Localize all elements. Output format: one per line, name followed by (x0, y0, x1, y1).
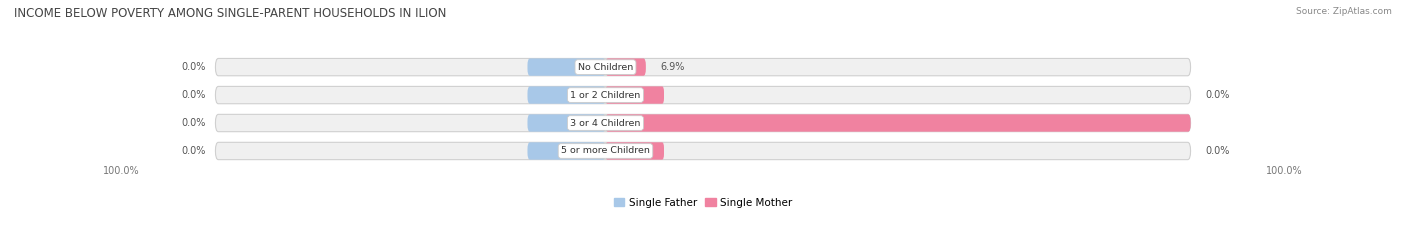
Text: INCOME BELOW POVERTY AMONG SINGLE-PARENT HOUSEHOLDS IN ILION: INCOME BELOW POVERTY AMONG SINGLE-PARENT… (14, 7, 447, 20)
FancyBboxPatch shape (215, 142, 1191, 160)
FancyBboxPatch shape (527, 142, 606, 160)
Text: 0.0%: 0.0% (181, 62, 205, 72)
Text: 0.0%: 0.0% (181, 90, 205, 100)
Text: 1 or 2 Children: 1 or 2 Children (571, 91, 641, 99)
Text: No Children: No Children (578, 63, 633, 72)
Text: 0.0%: 0.0% (1205, 146, 1230, 156)
Text: 100.0%: 100.0% (1205, 118, 1241, 128)
Text: 3 or 4 Children: 3 or 4 Children (571, 119, 641, 127)
FancyBboxPatch shape (606, 114, 1191, 132)
Text: 5 or more Children: 5 or more Children (561, 147, 650, 155)
Legend: Single Father, Single Mother: Single Father, Single Mother (610, 194, 796, 212)
Text: Source: ZipAtlas.com: Source: ZipAtlas.com (1296, 7, 1392, 16)
FancyBboxPatch shape (215, 114, 1191, 132)
FancyBboxPatch shape (527, 114, 606, 132)
Text: 6.9%: 6.9% (661, 62, 685, 72)
FancyBboxPatch shape (215, 58, 1191, 76)
Text: 0.0%: 0.0% (1205, 90, 1230, 100)
FancyBboxPatch shape (527, 58, 606, 76)
Text: 100.0%: 100.0% (1265, 166, 1303, 176)
Text: 0.0%: 0.0% (181, 118, 205, 128)
FancyBboxPatch shape (527, 86, 606, 104)
Text: 0.0%: 0.0% (181, 146, 205, 156)
FancyBboxPatch shape (606, 58, 645, 76)
FancyBboxPatch shape (606, 142, 664, 160)
FancyBboxPatch shape (606, 86, 664, 104)
Text: 100.0%: 100.0% (103, 166, 141, 176)
FancyBboxPatch shape (215, 86, 1191, 104)
